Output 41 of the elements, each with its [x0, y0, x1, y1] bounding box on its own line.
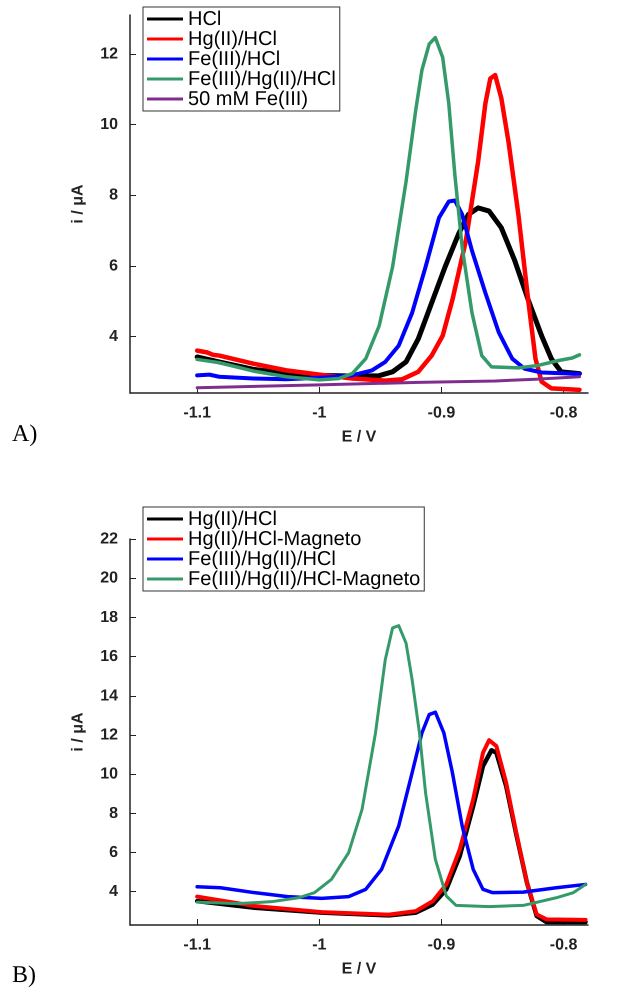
legend-label: Fe(III)/Hg(II)/HCl-Magneto [188, 568, 420, 590]
text: B) [12, 962, 36, 988]
line-series [196, 375, 581, 390]
legend-label: Hg(II)/HCl-Magneto [188, 528, 362, 550]
x-axis-title: E / V [342, 428, 377, 446]
y-tick-label: 16 [100, 648, 118, 666]
legend-label: Hg(II)/HCl [188, 508, 277, 530]
y-tick-label: 22 [100, 530, 118, 548]
legend-label: HCl [188, 8, 222, 30]
legend-label: 50 mM Fe(III) [188, 88, 308, 110]
y-tick-label: 14 [100, 687, 118, 704]
y-tick-label: 18 [100, 608, 118, 626]
y-tick-label: 4 [109, 328, 118, 345]
x-tick-label: -1.1 [183, 404, 212, 422]
y-tick-label: 6 [109, 844, 118, 862]
legend-label: Fe(III)/Hg(II)/HCl [188, 548, 336, 570]
legend-label: Fe(III)/HCl [188, 48, 280, 70]
y-tick-label: 8 [109, 186, 118, 204]
y-tick-label: 6 [109, 257, 118, 274]
x-tick-label: -0.9 [428, 404, 456, 422]
legend-label: Fe(III)/Hg(II)/HCl [188, 68, 336, 90]
x-tick-label: -1 [312, 936, 327, 954]
x-tick-label: -0.9 [428, 936, 456, 954]
y-tick-label: 12 [100, 45, 118, 62]
y-tick-label: 8 [109, 804, 118, 822]
y-tick-label: 4 [109, 883, 118, 900]
line-series [195, 710, 588, 900]
y-axis-title: i / μA [70, 184, 86, 224]
text: A) [12, 421, 38, 447]
x-tick-label: -0.8 [550, 404, 578, 422]
x-tick-label: -1.1 [183, 936, 212, 954]
y-tick-label: 10 [100, 116, 118, 134]
y-tick-label: 10 [100, 766, 118, 783]
line-series [196, 624, 588, 908]
y-tick-label: 12 [100, 726, 118, 744]
x-tick-label: -0.8 [550, 936, 578, 954]
x-tick-label: -1 [312, 404, 327, 422]
x-axis-title: E / V [342, 960, 377, 978]
y-tick-label: 20 [100, 570, 118, 587]
y-axis-title: i / μA [70, 712, 86, 752]
legend-label: Hg(II)/HCl [188, 28, 277, 50]
